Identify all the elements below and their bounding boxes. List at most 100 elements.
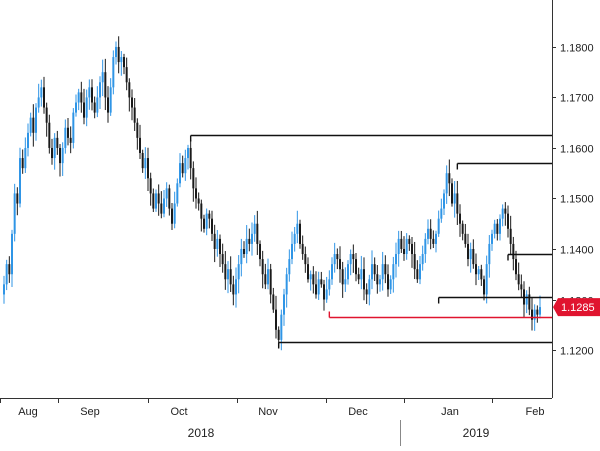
candle-body — [309, 274, 312, 280]
candle-body — [259, 243, 261, 260]
candle-body — [72, 112, 75, 143]
candle-body — [528, 294, 531, 310]
candle-body — [109, 87, 112, 113]
price-tag-background — [553, 298, 600, 317]
candle-body — [360, 269, 363, 280]
candle-body — [304, 254, 307, 265]
candle-body — [75, 102, 77, 113]
candle-body — [35, 107, 37, 133]
candle-body — [499, 218, 501, 234]
candle-body — [448, 173, 451, 184]
candle-body — [395, 254, 397, 265]
candle-body — [331, 264, 333, 280]
candle-body — [296, 223, 299, 234]
candle-body — [384, 264, 387, 275]
candle-body — [120, 57, 123, 63]
candle-body — [197, 198, 200, 204]
price-tick-label: 1.1200 — [560, 346, 594, 358]
candle-body — [5, 264, 8, 285]
candle-body — [520, 284, 523, 290]
time-axis: Aug Sep Oct Nov Dec Jan Feb 2018 2019 — [0, 398, 552, 446]
year-label: 2018 — [188, 426, 215, 440]
candle-body — [392, 264, 395, 280]
candle-body — [43, 87, 45, 108]
candle-body — [192, 168, 195, 189]
candle-body — [480, 269, 483, 280]
candle-body — [491, 233, 493, 244]
candle-body — [245, 238, 248, 255]
candle-body — [453, 193, 456, 204]
candle-body — [275, 309, 277, 330]
candle-body — [341, 269, 344, 285]
candle-body — [160, 203, 163, 214]
candle-body — [475, 264, 477, 275]
candle-body — [131, 97, 133, 108]
candle-body — [101, 72, 104, 83]
candle-body — [53, 137, 56, 159]
current-price-tag: 1.1285 — [553, 298, 600, 317]
candle-body — [117, 46, 120, 63]
candle-body — [93, 102, 96, 113]
candle-body — [299, 223, 301, 244]
candle-body — [69, 137, 72, 143]
candle-body — [472, 248, 475, 265]
candle-body — [56, 137, 59, 148]
candle-body — [421, 254, 424, 265]
candle-body — [21, 158, 24, 169]
candle-body — [176, 183, 179, 204]
candle-body — [488, 243, 491, 265]
candle-body — [221, 254, 224, 265]
candle-body — [200, 203, 203, 219]
candle-body — [269, 269, 272, 295]
price-tick-label: 1.1800 — [560, 43, 594, 55]
candle-body — [317, 279, 320, 295]
candle-body — [461, 223, 464, 234]
candle-body — [280, 314, 283, 340]
candle-body — [173, 203, 176, 224]
candle-body — [312, 274, 315, 285]
candle-body — [232, 284, 235, 295]
candle-body — [13, 193, 16, 234]
candle-body — [373, 264, 376, 275]
candle-body — [408, 238, 411, 244]
candle-body — [517, 274, 520, 285]
candle-body — [51, 147, 53, 159]
candle-body — [8, 264, 11, 275]
candle-body — [301, 243, 304, 255]
candle-body — [48, 122, 51, 148]
candle-body — [32, 117, 35, 133]
candle-body — [440, 208, 443, 219]
price-axis: 1.18001.17001.16001.15001.14001.13001.12… — [552, 0, 594, 398]
candle-body — [531, 309, 533, 320]
candle-body — [483, 279, 485, 295]
candle-body — [397, 238, 400, 255]
candle-body — [507, 213, 509, 229]
candle-body — [291, 243, 293, 260]
candle-body — [376, 274, 379, 285]
candle-body — [224, 264, 227, 280]
candle-body — [24, 147, 27, 169]
candle-body — [189, 147, 192, 169]
candle-body — [141, 153, 144, 169]
candle-body — [208, 213, 211, 219]
candle-body — [283, 294, 285, 315]
candle-body — [16, 193, 19, 204]
candle-body — [387, 274, 389, 290]
candle-body — [355, 259, 357, 275]
candle-body — [88, 87, 91, 98]
month-label: Sep — [80, 406, 100, 418]
candle-body — [325, 289, 328, 300]
candle-body — [45, 107, 48, 123]
candle-body — [363, 269, 365, 290]
candle-body — [195, 188, 197, 199]
candle-body — [429, 228, 432, 239]
candle-body — [443, 193, 445, 209]
candle-body — [147, 158, 149, 179]
candle-body — [467, 243, 469, 260]
candle-body — [115, 46, 117, 58]
candle-body — [336, 254, 339, 260]
candle-body — [477, 269, 480, 275]
candle-body — [237, 264, 240, 280]
candle-body — [501, 208, 504, 219]
